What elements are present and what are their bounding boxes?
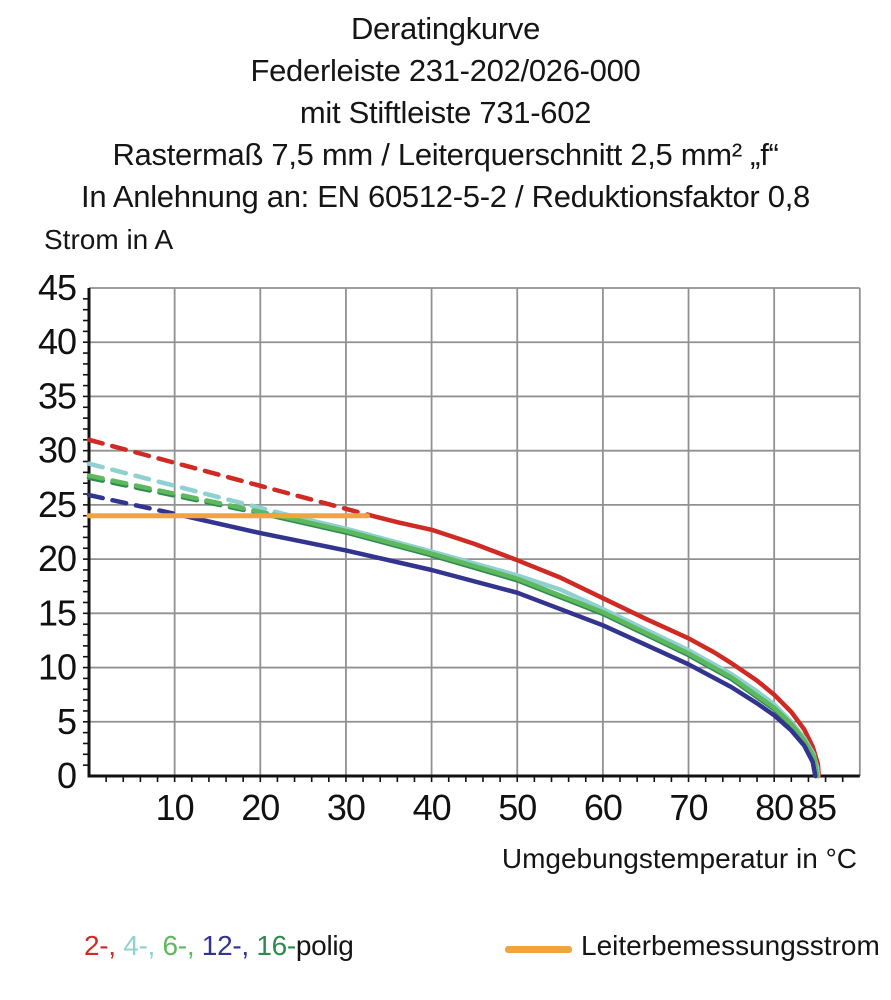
pole-legend-item: 6-, [162, 930, 202, 961]
svg-text:10: 10 [156, 787, 194, 828]
svg-text:20: 20 [38, 538, 76, 579]
svg-text:50: 50 [498, 787, 536, 828]
svg-text:35: 35 [38, 375, 76, 416]
title-line-1: Deratingkurve [350, 11, 541, 46]
chart-title-block: Deratingkurve Federleiste 231-202/026-00… [0, 8, 891, 218]
svg-text:85: 85 [798, 787, 836, 828]
pole-legend-item: 4-, [123, 930, 163, 961]
pole-legend-item: 12-, [201, 930, 257, 961]
svg-text:0: 0 [57, 755, 76, 796]
svg-text:30: 30 [327, 787, 365, 828]
reference-line-label: Leiterbemessungsstrom [581, 930, 880, 961]
legend-row: 2-, 4-, 6-, 12-, 16-polig Leiterbemessun… [0, 930, 891, 980]
x-axis-title: Umgebungstemperatur in °C [501, 843, 857, 874]
pole-legend-item: 2-, [84, 930, 124, 961]
svg-text:80: 80 [755, 787, 793, 828]
title-line-2: Federleiste 231-202/026-000 [250, 53, 641, 88]
svg-text:40: 40 [38, 321, 76, 362]
svg-text:60: 60 [584, 787, 622, 828]
svg-text:40: 40 [413, 787, 451, 828]
y-axis-title: Strom in A [44, 224, 174, 255]
svg-text:30: 30 [38, 430, 76, 471]
title-line-3: mit Stiftleiste 731-602 [299, 95, 592, 130]
title-line-5: In Anlehnung an: EN 60512-5-2 / Reduktio… [81, 179, 810, 214]
title-line-4: Rastermaß 7,5 mm / Leiterquerschnitt 2,5… [112, 137, 779, 172]
svg-text:15: 15 [38, 592, 76, 633]
pole-legend: 2-, 4-, 6-, 12-, 16-polig [84, 930, 354, 962]
pole-legend-suffix: polig [295, 930, 354, 961]
svg-text:45: 45 [38, 267, 76, 308]
svg-text:70: 70 [670, 787, 708, 828]
svg-text:5: 5 [57, 701, 76, 742]
svg-text:25: 25 [38, 484, 76, 525]
reference-line-swatch [505, 946, 572, 953]
svg-text:20: 20 [241, 787, 279, 828]
svg-text:10: 10 [38, 647, 76, 688]
pole-legend-item: 16- [256, 930, 296, 961]
